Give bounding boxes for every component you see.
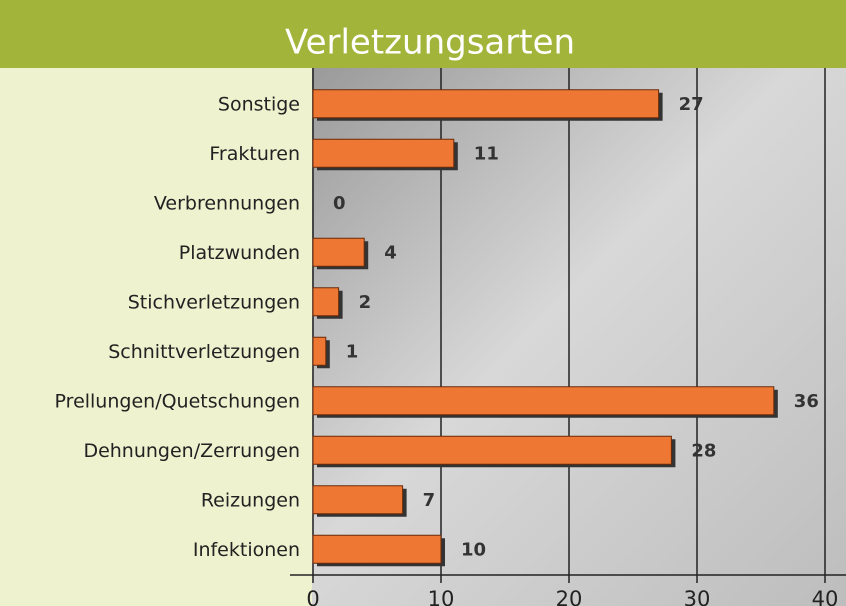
value-label: 4 — [384, 242, 397, 263]
value-label: 11 — [474, 143, 499, 164]
value-label: 10 — [461, 539, 486, 560]
bar — [312, 435, 672, 465]
value-label: 28 — [691, 440, 716, 461]
bar — [312, 89, 660, 119]
value-label: 36 — [794, 391, 819, 412]
x-tick-label: 0 — [306, 587, 319, 606]
value-label: 2 — [359, 292, 372, 313]
label-panel — [0, 68, 312, 606]
bar — [312, 287, 340, 317]
y-tick-label: Stichverletzungen — [128, 291, 300, 313]
bar — [312, 485, 404, 515]
x-tick-label: 40 — [812, 587, 839, 606]
value-label: 27 — [679, 94, 704, 115]
title-bar — [0, 0, 846, 68]
bar — [312, 237, 365, 267]
x-tick-label: 30 — [684, 587, 711, 606]
value-label: 0 — [333, 193, 346, 214]
value-label: 7 — [423, 490, 436, 511]
bar — [312, 386, 775, 416]
y-tick-label: Infektionen — [193, 539, 300, 561]
bar — [312, 534, 442, 564]
y-tick-label: Frakturen — [209, 143, 300, 165]
y-tick-label: Prellungen/Quetschungen — [55, 390, 300, 412]
y-tick-label: Verbrennungen — [154, 192, 300, 214]
x-tick-label: 10 — [428, 587, 455, 606]
bar — [312, 138, 455, 168]
y-tick-label: Sonstige — [218, 93, 300, 115]
y-tick-label: Dehnungen/Zerrungen — [83, 440, 300, 462]
y-tick-label: Platzwunden — [179, 242, 300, 264]
y-tick-label: Schnittverletzungen — [108, 341, 300, 363]
value-label: 1 — [346, 341, 359, 362]
bar — [312, 336, 327, 366]
chart-title: Verletzungsarten — [285, 23, 575, 63]
y-tick-label: Reizungen — [201, 489, 300, 511]
x-tick-label: 20 — [556, 587, 583, 606]
